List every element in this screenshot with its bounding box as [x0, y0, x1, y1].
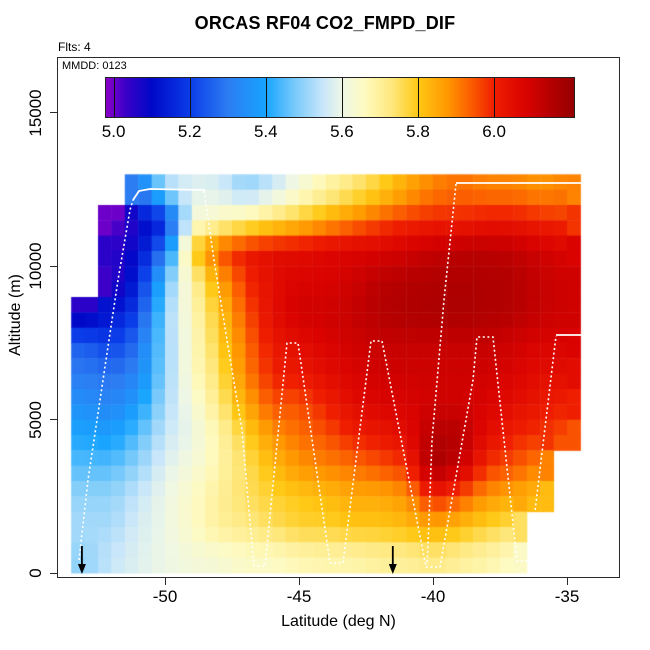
x-axis-tick [298, 578, 300, 585]
y-axis-tick [50, 572, 57, 574]
x-axis-tick-label: -50 [152, 587, 178, 606]
flights-count-label: Flts: 4 [58, 40, 91, 54]
colorbar-tick-label: 6.0 [482, 122, 506, 141]
date-label: MMDD: 0123 [62, 60, 127, 72]
colorbar-tick-label: 5.8 [406, 122, 430, 141]
x-axis-tick-label: -45 [286, 587, 312, 606]
colorbar-tick [189, 78, 191, 117]
x-axis-tick [164, 578, 166, 585]
colorbar-tick [418, 78, 419, 117]
chart-title: ORCAS RF04 CO2_FMPD_DIF [194, 13, 456, 33]
y-axis-tick [50, 112, 57, 114]
y-axis-tick-label: 15000 [26, 89, 45, 137]
colorbar-tick-label: 5.4 [253, 122, 278, 141]
x-axis-tick [432, 578, 434, 585]
y-axis-tick [50, 419, 57, 421]
colorbar-tick-label: 5.6 [330, 122, 354, 141]
x-axis-tick-label: -35 [554, 587, 580, 606]
y-axis-tick-label: 0 [26, 568, 45, 578]
colorbar-tick-label: 5.0 [101, 122, 126, 141]
colorbar-tick [341, 78, 343, 117]
colorbar [105, 77, 575, 118]
x-axis-tick [566, 578, 568, 585]
y-axis-tick-label: 10000 [26, 242, 45, 290]
colorbar-tick [494, 78, 496, 117]
colorbar-tick [113, 78, 115, 117]
y-axis-tick-label: 5000 [26, 400, 45, 439]
colorbar-tick-label: 5.2 [177, 122, 202, 141]
y-axis-tick [50, 265, 57, 267]
colorbar-tick [265, 78, 267, 117]
x-axis-title: Latitude (deg N) [281, 613, 396, 630]
x-axis-tick-label: -40 [420, 587, 446, 606]
y-axis-title: Altitude (m) [7, 274, 24, 356]
